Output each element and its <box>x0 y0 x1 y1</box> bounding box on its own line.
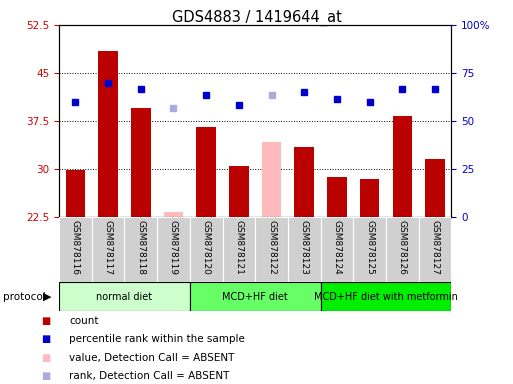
Text: percentile rank within the sample: percentile rank within the sample <box>69 334 245 344</box>
Bar <box>164 212 183 217</box>
Text: GSM878118: GSM878118 <box>136 220 145 275</box>
Text: normal diet: normal diet <box>96 291 152 302</box>
Bar <box>190 282 321 311</box>
Text: ▶: ▶ <box>43 291 51 302</box>
Text: value, Detection Call = ABSENT: value, Detection Call = ABSENT <box>69 353 234 362</box>
Bar <box>327 177 347 217</box>
Bar <box>294 147 314 217</box>
Bar <box>92 217 125 282</box>
Text: MCD+HF diet: MCD+HF diet <box>222 291 288 302</box>
Text: GSM878117: GSM878117 <box>104 220 112 275</box>
Bar <box>196 127 216 217</box>
Text: rank, Detection Call = ABSENT: rank, Detection Call = ABSENT <box>69 371 230 381</box>
Text: protocol: protocol <box>3 291 45 302</box>
Bar <box>262 142 281 217</box>
Text: ■: ■ <box>42 371 51 381</box>
Text: ■: ■ <box>42 353 51 362</box>
Text: ■: ■ <box>42 334 51 344</box>
Bar <box>353 217 386 282</box>
Bar <box>124 217 157 282</box>
Text: GSM878126: GSM878126 <box>398 220 407 275</box>
Bar <box>392 116 412 217</box>
Text: GSM878120: GSM878120 <box>202 220 211 275</box>
Bar <box>190 217 223 282</box>
Bar <box>360 179 380 217</box>
Bar <box>288 217 321 282</box>
Text: GSM878121: GSM878121 <box>234 220 243 275</box>
Bar <box>229 166 249 217</box>
Bar <box>255 217 288 282</box>
Text: GSM878119: GSM878119 <box>169 220 178 275</box>
Text: GDS4883 / 1419644_at: GDS4883 / 1419644_at <box>171 10 342 26</box>
Bar <box>223 217 255 282</box>
Bar <box>321 282 451 311</box>
Text: GSM878122: GSM878122 <box>267 220 276 275</box>
Text: GSM878116: GSM878116 <box>71 220 80 275</box>
Text: GSM878124: GSM878124 <box>332 220 342 275</box>
Text: GSM878125: GSM878125 <box>365 220 374 275</box>
Text: GSM878127: GSM878127 <box>430 220 440 275</box>
Text: ■: ■ <box>42 316 51 326</box>
Bar <box>59 282 190 311</box>
Text: GSM878123: GSM878123 <box>300 220 309 275</box>
Bar <box>131 108 150 217</box>
Bar <box>321 217 353 282</box>
Bar <box>386 217 419 282</box>
Bar <box>98 51 118 217</box>
Bar <box>425 159 445 217</box>
Bar <box>419 217 451 282</box>
Text: MCD+HF diet with metformin: MCD+HF diet with metformin <box>314 291 458 302</box>
Bar <box>157 217 190 282</box>
Bar <box>59 217 92 282</box>
Text: count: count <box>69 316 99 326</box>
Bar <box>66 170 85 217</box>
